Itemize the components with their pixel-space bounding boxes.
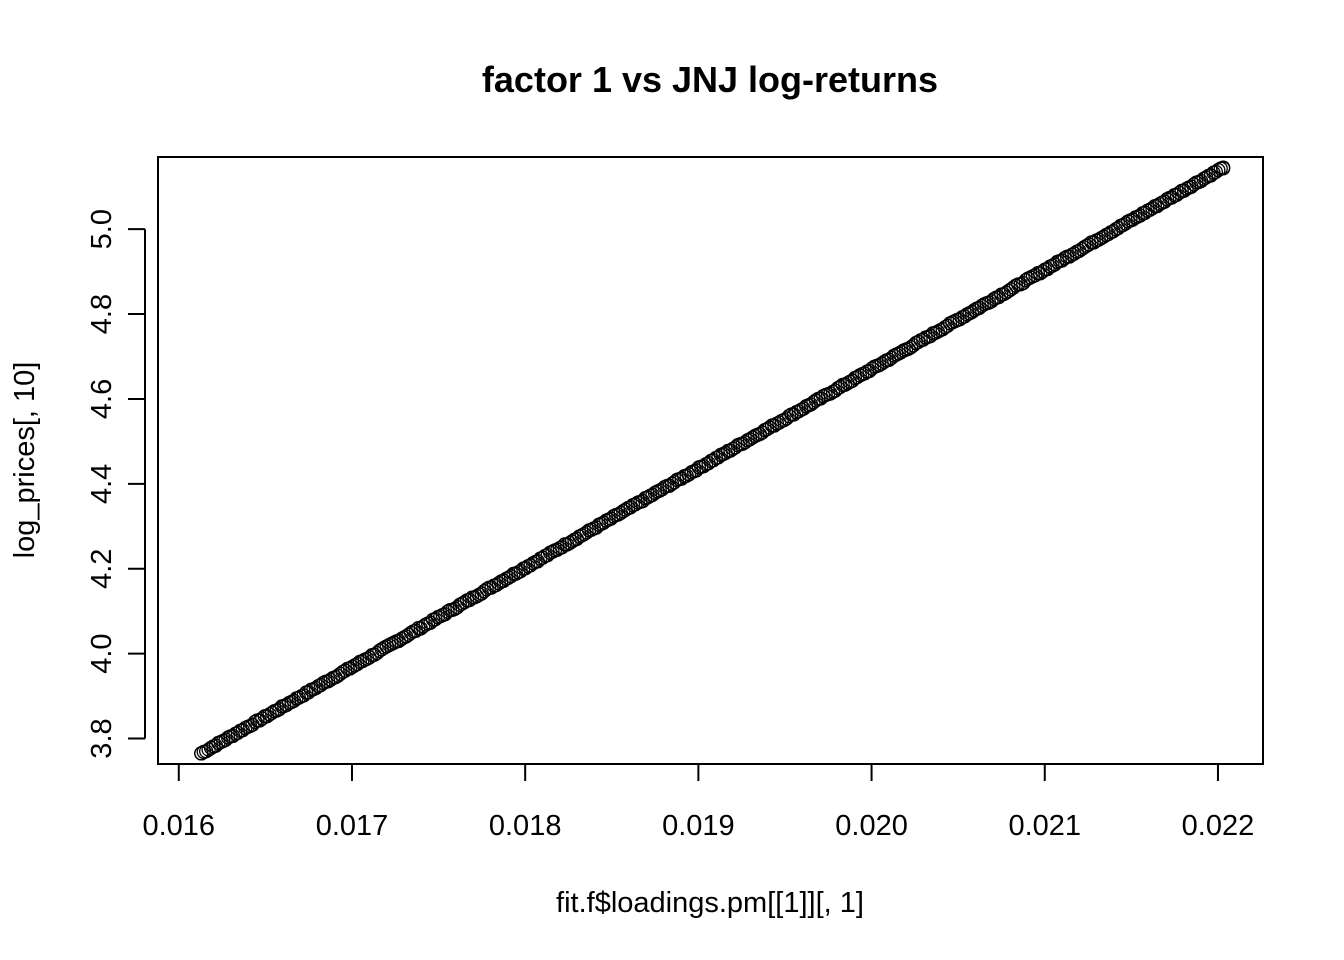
y-tick-label: 4.8: [86, 294, 118, 334]
data-point: [1001, 283, 1016, 299]
data-point: [1216, 160, 1231, 175]
data-point: [569, 531, 585, 547]
data-point: [1016, 275, 1031, 291]
data-point: [194, 746, 209, 761]
data-point: [825, 384, 841, 399]
y-tick-label: 3.8: [86, 718, 118, 758]
data-point: [845, 373, 860, 388]
chart-title: factor 1 vs JNJ log-returns: [482, 59, 938, 100]
data-point: [401, 627, 416, 642]
y-tick-label: 4.4: [86, 464, 118, 504]
x-tick-label: 0.018: [489, 810, 562, 842]
x-tick-label: 0.016: [142, 810, 215, 842]
data-point: [1157, 194, 1172, 209]
data-point: [450, 600, 465, 615]
data-point: [935, 321, 950, 337]
data-point: [652, 483, 667, 498]
data-points: [194, 160, 1231, 761]
data-point: [328, 670, 343, 685]
x-tick-label: 0.022: [1182, 810, 1255, 842]
data-point: [901, 341, 916, 356]
data-point: [998, 285, 1014, 300]
data-point: [1074, 241, 1089, 257]
data-point: [1040, 261, 1055, 277]
data-point: [523, 558, 538, 573]
x-tick-label: 0.019: [662, 810, 735, 842]
y-tick-label: 4.0: [86, 633, 118, 673]
data-point: [447, 601, 463, 616]
data-point: [611, 507, 626, 522]
data-point: [662, 478, 677, 493]
data-point: [1208, 164, 1223, 180]
x-tick-label: 0.021: [1008, 810, 1081, 842]
data-point: [1033, 266, 1048, 281]
x-axis: 0.016 0.017 0.018 0.019 0.020 0.021 0.022: [142, 763, 1255, 842]
data-point: [1150, 198, 1165, 214]
data-point: [1072, 243, 1087, 258]
x-tick-label: 0.020: [835, 810, 908, 842]
y-axis: 3.8 4.0 4.2 4.4 4.6 4.8 5.0: [86, 209, 146, 759]
data-point: [903, 340, 919, 355]
data-point: [1203, 168, 1219, 183]
data-point: [589, 520, 604, 535]
data-point: [984, 294, 999, 309]
y-tick-label: 5.0: [86, 209, 118, 249]
data-point: [367, 647, 382, 662]
data-point: [472, 587, 487, 602]
data-point: [330, 668, 346, 684]
data-point: [755, 425, 770, 440]
y-tick-label: 4.2: [86, 549, 118, 589]
y-axis-label: log_prices[, 10]: [9, 362, 41, 559]
data-point: [423, 615, 438, 630]
x-axis-label: fit.f$loadings.pm[[1]][, 1]: [556, 887, 864, 919]
data-point: [711, 450, 726, 465]
data-point: [752, 426, 767, 442]
data-point: [369, 645, 385, 661]
x-tick-label: 0.017: [316, 810, 389, 842]
y-tick-label: 4.6: [86, 379, 118, 419]
